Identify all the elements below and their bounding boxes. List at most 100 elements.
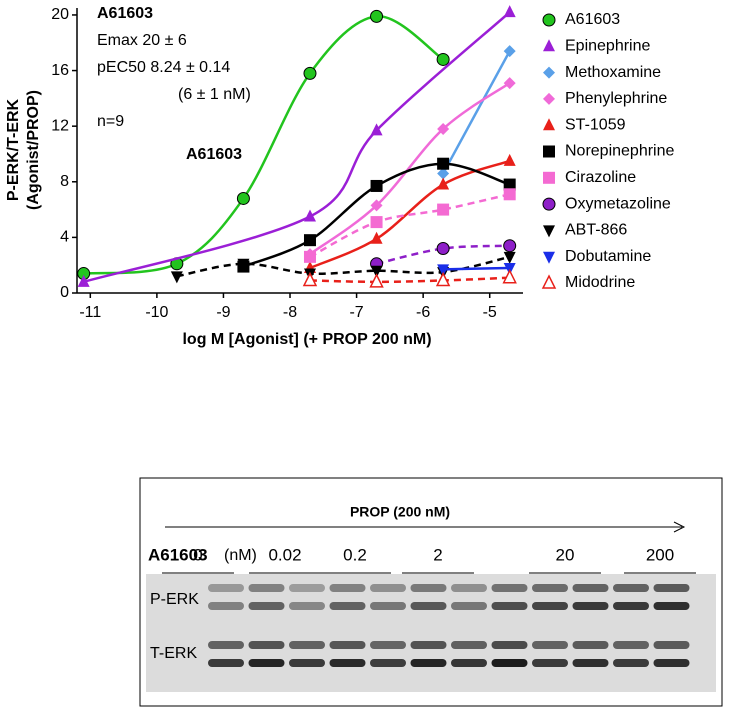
- band: [370, 659, 406, 667]
- band: [491, 602, 528, 610]
- fit-line: [309, 82, 511, 256]
- band: [208, 602, 244, 610]
- data-point: [303, 209, 316, 222]
- data-point: [370, 231, 383, 244]
- band: [208, 659, 244, 667]
- band: [653, 602, 690, 610]
- chart: 0 4 8 12 16 20 -11 -10 -9 -8 -7 -6 -5 log M [Agonist]…: [5, 5, 675, 348]
- data-point: [503, 239, 517, 253]
- data-point: [77, 274, 90, 287]
- x-tick-label: -10: [145, 304, 168, 321]
- band: [248, 641, 285, 649]
- data-point: [437, 122, 450, 135]
- data-point: [303, 250, 316, 263]
- dose-label: 0.2: [343, 545, 367, 564]
- band: [208, 584, 244, 592]
- legend-marker: [543, 251, 555, 264]
- data-point: [370, 9, 384, 23]
- data-point: [503, 262, 516, 275]
- band: [248, 584, 285, 592]
- band: [248, 659, 285, 667]
- band: [410, 584, 447, 592]
- data-point: [503, 5, 516, 18]
- band: [289, 659, 325, 667]
- western-blot: PROP (200 nM) A61603 (nM) 0 0.02 0.2 2 20 200…: [139, 477, 723, 707]
- annotation: (6 ± 1 nM): [178, 86, 251, 103]
- legend-marker: [543, 66, 555, 79]
- y-tick-label: 20: [51, 6, 69, 23]
- band: [572, 584, 609, 592]
- legend-marker: [543, 118, 555, 131]
- y-tick-label: 12: [51, 117, 69, 134]
- band: [613, 641, 649, 649]
- band: [532, 584, 568, 592]
- data-point: [303, 66, 317, 80]
- band: [653, 659, 690, 667]
- legend-marker: [543, 39, 555, 52]
- data-point: [503, 153, 516, 166]
- data-point: [503, 45, 516, 58]
- fit-line: [242, 162, 511, 268]
- data-point: [435, 271, 451, 287]
- band: [329, 659, 366, 667]
- band: [248, 602, 285, 610]
- dose-label: 0: [193, 545, 202, 564]
- fit-line: [443, 266, 510, 271]
- annotation: pEC50 8.24 ± 0.14: [97, 59, 230, 76]
- legend-label: Epinephrine: [565, 38, 651, 55]
- fit-line: [309, 159, 511, 270]
- band: [451, 641, 487, 649]
- band: [491, 584, 528, 592]
- x-tick-label: -7: [349, 304, 363, 321]
- annotation: A61603: [186, 146, 242, 163]
- arrow-head: [673, 521, 686, 533]
- x-tick-label: -11: [79, 304, 101, 321]
- band: [451, 602, 487, 610]
- band: [329, 602, 366, 610]
- fit-line: [376, 244, 510, 266]
- legend-label: Midodrine: [565, 274, 635, 291]
- band: [410, 602, 447, 610]
- data-point: [437, 157, 450, 170]
- legend-marker: [541, 274, 557, 289]
- legend-label: ABT-866: [565, 222, 627, 239]
- dose-label: 0.02: [268, 545, 301, 564]
- band: [329, 641, 366, 649]
- band: [289, 641, 325, 649]
- legend-label: Oxymetazoline: [565, 195, 671, 212]
- data-point: [503, 188, 516, 201]
- data-point: [503, 77, 516, 90]
- dose-label: 20: [556, 545, 575, 564]
- row-label: P-ERK: [150, 591, 199, 608]
- band: [451, 584, 487, 592]
- band: [410, 641, 447, 649]
- y-tick-label: 16: [51, 62, 69, 79]
- annotation: Emax 20 ± 6: [97, 32, 187, 49]
- data-point: [370, 179, 383, 192]
- annotation: A61603: [97, 5, 153, 22]
- dose-label: 200: [646, 545, 674, 564]
- y-axis-label: (Agonist/PROP): [25, 90, 42, 210]
- fit-line: [83, 11, 511, 284]
- row-label: T-ERK: [150, 645, 197, 662]
- legend-marker: [543, 225, 555, 238]
- legend-marker: [542, 197, 556, 211]
- data-point: [370, 265, 383, 278]
- fit-line: [309, 276, 510, 284]
- band: [451, 659, 487, 667]
- data-point: [502, 269, 517, 284]
- band: [370, 641, 406, 649]
- band: [653, 641, 690, 649]
- fit-line: [442, 50, 511, 175]
- data-point: [236, 191, 250, 205]
- fit-line: [309, 193, 510, 258]
- data-point: [503, 178, 516, 191]
- data-point: [437, 167, 450, 180]
- data-point: [170, 271, 183, 284]
- band: [370, 584, 406, 592]
- band: [572, 641, 609, 649]
- data-point: [237, 258, 250, 271]
- band: [532, 659, 568, 667]
